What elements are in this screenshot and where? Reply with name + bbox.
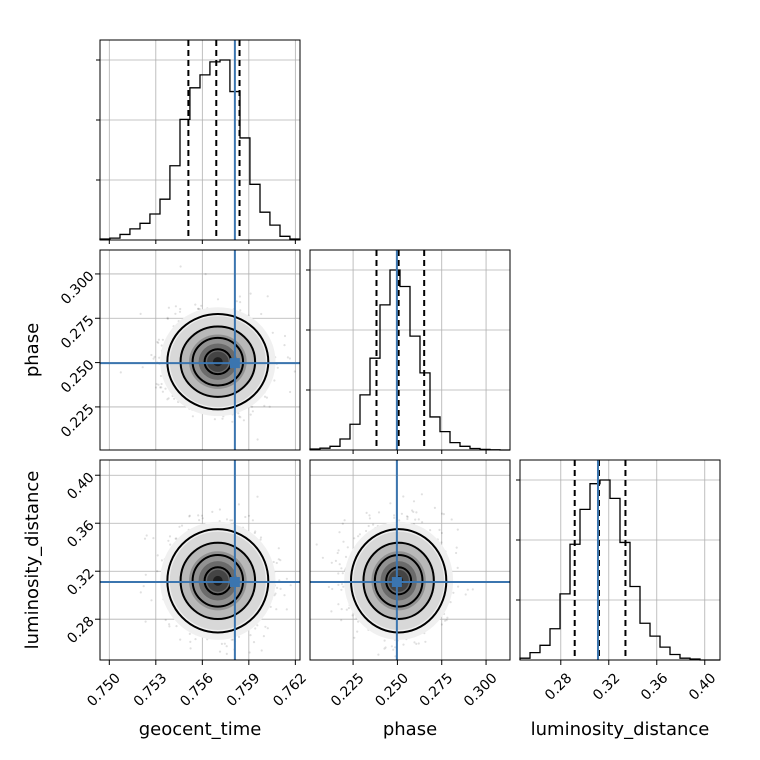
y-tick-label-phase: 0.275 [58,313,98,353]
panel-background [520,460,720,660]
panel-background [310,250,510,450]
truth-marker [391,577,402,588]
contour-line [179,325,257,398]
x-tick-label-phase: 0.275 [417,670,457,710]
2d-panel-geocent-time-vs-phase [99,249,301,451]
histogram-phase [309,269,510,451]
contour-line [166,528,270,634]
panel-frame [99,459,301,661]
histogram-geocent-time [99,59,301,240]
2d-panel-phase-vs-luminosity-distance [309,459,511,661]
contour-line [191,336,245,387]
x-axis-label-phase: phase [383,719,437,740]
2d-panel-geocent-time-vs-luminosity-distance [99,459,301,661]
hist-panel-geocent-time [96,39,301,241]
x-tick-label-geocent-time: 0.750 [84,670,124,710]
x-axis-label-luminosity-distance: luminosity_distance [531,719,710,740]
y-tick-label-luminosity-distance: 0.40 [64,470,97,503]
y-axis-label-luminosity-distance: luminosity_distance [22,471,43,650]
y-axis-label-phase: phase [22,323,43,377]
truth-marker [229,358,240,369]
contour-line [349,528,448,634]
density-level [213,357,223,367]
x-tick-label-geocent-time: 0.753 [131,670,171,710]
contour-line [373,553,424,608]
panel-frame [519,459,721,661]
contour-line [179,541,257,620]
contour-line [166,313,270,411]
x-tick-label-geocent-time: 0.759 [224,670,264,710]
panel-content [100,250,300,450]
density-level [213,575,223,586]
y-tick-label-luminosity-distance: 0.28 [64,614,97,647]
x-tick-label-luminosity-distance: 0.32 [590,670,623,703]
y-tick-label-luminosity-distance: 0.32 [64,566,97,599]
panel-frame [309,249,511,451]
x-tick-label-luminosity-distance: 0.40 [686,670,719,703]
x-tick-label-geocent-time: 0.762 [270,670,310,710]
x-tick-label-luminosity-distance: 0.28 [542,670,575,703]
contour-line [191,553,245,608]
contour-line [362,541,435,620]
x-tick-label-phase: 0.250 [372,670,412,710]
y-tick-label-phase: 0.250 [58,357,98,397]
x-tick-label-luminosity-distance: 0.36 [638,670,671,703]
panel-content [100,460,300,660]
hist-panel-phase [306,249,511,451]
panel-content [310,460,510,660]
y-tick-label-phase: 0.300 [58,268,98,308]
y-tick-label-phase: 0.225 [58,401,98,441]
x-tick-label-phase: 0.225 [328,670,368,710]
hist-panel-luminosity-distance [516,459,721,661]
truth-marker [229,577,240,588]
x-tick-label-geocent-time: 0.756 [177,670,217,710]
y-tick-label-luminosity-distance: 0.36 [64,518,97,551]
x-tick-label-phase: 0.300 [461,670,501,710]
panel-frame [309,459,511,661]
x-axis-label-geocent-time: geocent_time [139,719,262,740]
panel-background [100,40,300,240]
histogram-luminosity-distance [519,479,720,661]
panel-frame [99,39,301,241]
panel-frame [99,249,301,451]
contour-line [385,566,413,596]
